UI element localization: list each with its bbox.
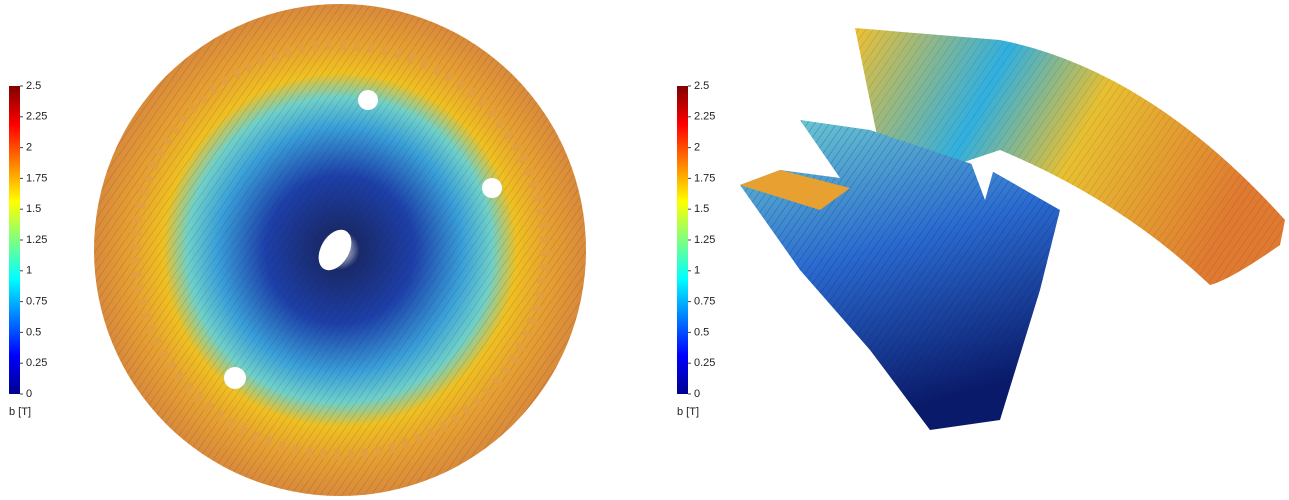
- tick-label: 1.75: [694, 172, 715, 184]
- tick-label: 1.75: [26, 172, 47, 184]
- colorbar-gradient: [9, 86, 20, 394]
- tick-label: 0.75: [694, 296, 715, 308]
- tick-label: 2.25: [694, 111, 715, 123]
- colorbar-label: b [T]: [9, 406, 31, 418]
- colorbar: 0 0.25 0.5 0.75 1 1.25 1.5 1.75 2 2.25 2.5 b [T]: [677, 80, 715, 418]
- tick-label: 1.5: [694, 203, 709, 215]
- tick-label: 2: [694, 142, 700, 154]
- tick-label: 2.5: [694, 80, 709, 92]
- tick-label: 1.25: [26, 234, 47, 246]
- tick-label: 0: [26, 388, 32, 400]
- tick-label: 0.75: [26, 296, 47, 308]
- tick-label: 0.5: [694, 326, 709, 338]
- tick-label: 2.25: [26, 111, 47, 123]
- tick-label: 2.5: [26, 80, 41, 92]
- tick-label: 0: [694, 388, 700, 400]
- tick-label: 1.5: [26, 203, 41, 215]
- tick-label: 1: [694, 265, 700, 277]
- colorbar-label: b [T]: [677, 406, 699, 418]
- motor-3d-view: [740, 28, 1285, 430]
- tick-label: 0.5: [26, 326, 41, 338]
- tick-label: 2: [26, 142, 32, 154]
- tick-label: 1: [26, 265, 32, 277]
- motor-top-view: [94, 4, 586, 496]
- tick-label: 1.25: [694, 234, 715, 246]
- colorbar-gradient: [677, 86, 688, 394]
- tick-label: 0.25: [694, 357, 715, 369]
- colorbar: 0 0.25 0.5 0.75 1 1.25 1.5 1.75 2 2.25 2.5 b [T]: [9, 80, 47, 418]
- tick-label: 0.25: [26, 357, 47, 369]
